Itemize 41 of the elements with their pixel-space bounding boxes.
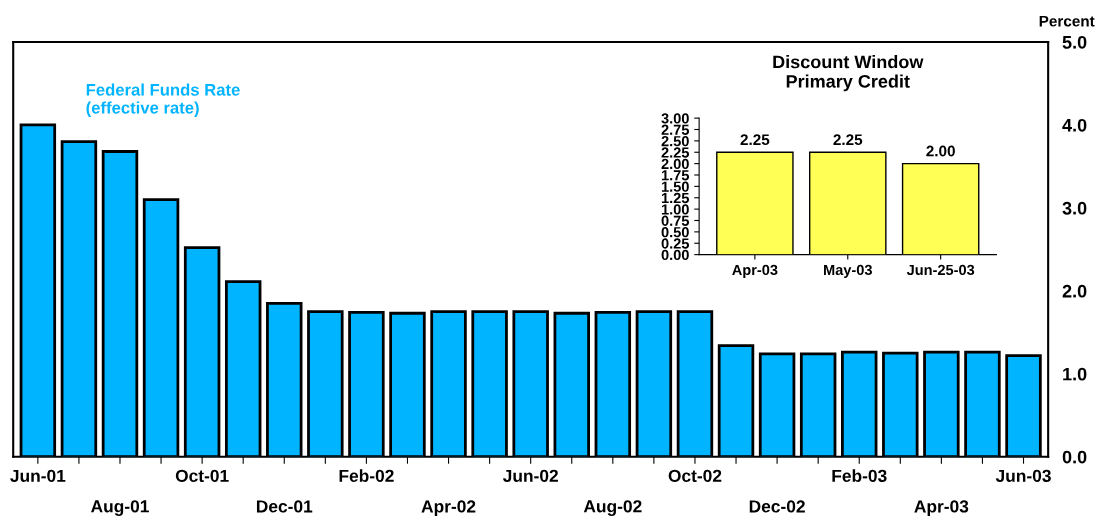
x-tick-label: Jun-25-03 xyxy=(906,264,975,276)
y-tick-label: 2.50 xyxy=(661,135,689,147)
y-tick-label: 0.50 xyxy=(661,226,689,238)
x-tick-label: Aug-02 xyxy=(583,500,642,516)
y-tick-label: 1.0 xyxy=(1063,367,1087,381)
y-tick-label: 1.50 xyxy=(661,181,689,192)
series-label: Federal Funds Rate (effective rate) xyxy=(86,83,240,117)
y-tick-label: 5.0 xyxy=(1062,35,1087,49)
chart-title: Discount Window Primary Credit xyxy=(773,55,924,92)
y-axis-title: Percent xyxy=(1039,15,1095,27)
x-tick-label: Dec-01 xyxy=(256,500,313,513)
x-tick-label: Apr-03 xyxy=(732,264,778,278)
y-tick-label: 0.25 xyxy=(661,238,690,249)
y-tick-label: 4.0 xyxy=(1062,118,1087,132)
x-tick-label: Apr-02 xyxy=(421,500,476,516)
x-tick-label: Dec-02 xyxy=(749,500,805,513)
text: 2.00 xyxy=(926,145,955,157)
x-tick-label: Jun-02 xyxy=(502,469,558,482)
x-tick-label: Aug-01 xyxy=(91,500,149,516)
x-tick-label: Feb-02 xyxy=(339,469,394,482)
x-tick-label: Apr-03 xyxy=(914,500,969,516)
y-tick-label: 0.00 xyxy=(661,249,689,261)
y-tick-label: 3.0 xyxy=(1062,201,1087,215)
y-tick-label: 0.75 xyxy=(661,215,690,226)
y-tick-label: 2.0 xyxy=(1062,284,1087,298)
text: 2.25 xyxy=(833,134,863,146)
x-tick-label: Oct-01 xyxy=(175,469,229,482)
y-tick-label: 2.00 xyxy=(661,158,689,170)
y-tick-label: 1.25 xyxy=(661,192,690,204)
x-tick-label: Jun-03 xyxy=(995,469,1051,483)
y-tick-label: 0.0 xyxy=(1062,450,1087,464)
x-tick-label: May-03 xyxy=(824,264,872,278)
text: 2.25 xyxy=(740,134,770,146)
y-tick-label: 3.00 xyxy=(661,113,689,124)
y-tick-label: 2.25 xyxy=(661,147,690,158)
y-tick-label: 2.75 xyxy=(661,124,690,135)
x-tick-label: Feb-03 xyxy=(832,469,887,483)
y-tick-label: 1.75 xyxy=(661,170,690,181)
x-tick-label: Oct-02 xyxy=(668,469,722,482)
x-tick-label: Jun-01 xyxy=(10,469,66,482)
y-tick-label: 1.00 xyxy=(661,204,689,215)
